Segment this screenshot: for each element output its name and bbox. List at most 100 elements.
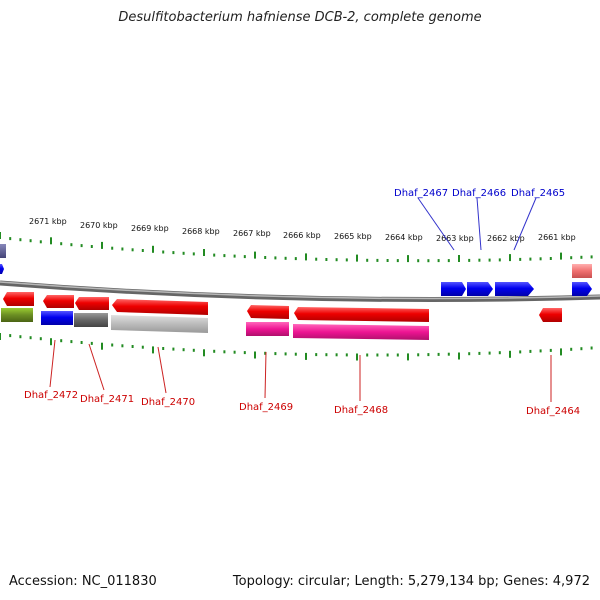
outer-tick xyxy=(447,259,450,263)
inner-tick xyxy=(243,351,246,355)
inner-tick xyxy=(9,334,12,338)
inner-tick xyxy=(80,341,83,344)
leader-dhaf-2466 xyxy=(476,197,482,251)
inner-tick xyxy=(274,352,277,356)
kbp-label-2663: 2663 kbp xyxy=(436,234,474,243)
feature-dhaf-2471[interactable] xyxy=(74,313,108,327)
outer-tick xyxy=(315,257,318,261)
feature-dhaf-2472[interactable] xyxy=(41,311,73,325)
reverse-strand-genes xyxy=(1,292,562,340)
inner-tick xyxy=(39,337,42,341)
accession-text: Accession: NC_011830 xyxy=(9,574,157,589)
leader-dhaf-2472 xyxy=(49,339,56,388)
outer-tick xyxy=(50,237,52,245)
gene-dhaf-2467[interactable] xyxy=(441,282,466,296)
outer-tick xyxy=(284,256,287,260)
top-gene-labels: Dhaf_2467 Dhaf_2466 Dhaf_2465 xyxy=(394,188,565,199)
gene-edge-left-slate[interactable] xyxy=(0,244,6,258)
gene-label-dhaf-2464[interactable]: Dhaf_2464 xyxy=(526,406,580,417)
gene-label-dhaf-2468[interactable]: Dhaf_2468 xyxy=(334,405,388,416)
outer-tick xyxy=(254,251,256,259)
inner-tick xyxy=(396,353,399,357)
gene-dhaf-2473[interactable] xyxy=(3,292,34,306)
gene-label-dhaf-2467[interactable]: Dhaf_2467 xyxy=(394,188,448,199)
inner-tick xyxy=(90,341,93,345)
outer-tick xyxy=(121,247,124,251)
inner-tick xyxy=(519,350,522,354)
gene-label-dhaf-2466[interactable]: Dhaf_2466 xyxy=(452,188,506,199)
inner-tick xyxy=(315,353,318,357)
gene-dhaf-2470-cds[interactable] xyxy=(112,299,208,315)
inner-tick xyxy=(325,353,328,357)
leader-dhaf-2470 xyxy=(157,346,167,394)
kbp-scale-labels: 2671 kbp 2670 kbp 2669 kbp 2668 kbp 2667… xyxy=(29,217,576,243)
outer-tick xyxy=(437,259,440,263)
outer-tick xyxy=(539,257,542,261)
outer-tick xyxy=(407,255,409,263)
outer-tick xyxy=(233,254,236,258)
feature-dhaf-2469[interactable] xyxy=(246,322,289,336)
gene-dhaf-2469-cds[interactable] xyxy=(247,305,289,319)
inner-tick xyxy=(305,352,307,360)
outer-scale-track: 2671 kbp 2670 kbp 2669 kbp 2668 kbp 2667… xyxy=(0,217,593,263)
outer-tick xyxy=(294,257,297,261)
inner-tick xyxy=(172,347,175,351)
outer-tick xyxy=(39,240,42,244)
gene-label-dhaf-2471[interactable]: Dhaf_2471 xyxy=(80,394,134,405)
inner-tick xyxy=(478,351,481,355)
outer-tick xyxy=(131,248,134,252)
inner-tick xyxy=(254,351,256,359)
inner-tick xyxy=(294,352,297,356)
feature-dhaf-2468[interactable] xyxy=(293,324,429,340)
inner-tick xyxy=(213,349,216,353)
kbp-label-2665: 2665 kbp xyxy=(334,232,372,241)
gene-forward-edge-left[interactable] xyxy=(0,264,4,274)
outer-tick xyxy=(111,246,114,250)
feature-olive-left[interactable] xyxy=(1,308,33,322)
map-title: Desulfitobacterium hafniense DCB-2, comp… xyxy=(118,10,482,25)
gene-label-dhaf-2465[interactable]: Dhaf_2465 xyxy=(511,188,565,199)
gene-light-red-right[interactable] xyxy=(572,264,592,278)
outer-tick xyxy=(580,255,583,259)
inner-tick xyxy=(233,350,236,354)
gene-dhaf-2465[interactable] xyxy=(495,282,534,296)
outer-tick xyxy=(80,244,83,248)
outer-tick xyxy=(223,254,226,258)
inner-tick xyxy=(141,345,144,349)
leader-dhaf-2467 xyxy=(417,197,455,251)
gene-dhaf-2464-cds[interactable] xyxy=(539,308,562,322)
inner-tick xyxy=(549,348,552,352)
outer-tick xyxy=(417,259,420,263)
leader-dhaf-2471 xyxy=(88,343,105,391)
inner-tick xyxy=(539,349,542,353)
outer-tick xyxy=(264,256,267,259)
feature-dhaf-2470[interactable] xyxy=(111,315,208,333)
outer-tick xyxy=(488,258,491,262)
inner-tick xyxy=(529,349,532,353)
outer-tick xyxy=(141,249,144,252)
inner-tick xyxy=(498,351,501,355)
outer-tick xyxy=(560,252,562,260)
outer-tick xyxy=(366,258,369,262)
gene-dhaf-2471-cds[interactable] xyxy=(75,297,109,310)
outer-tick xyxy=(9,237,12,241)
inner-tick xyxy=(223,350,226,354)
gene-dhaf-2468-cds[interactable] xyxy=(294,307,429,322)
outer-tick xyxy=(162,250,165,254)
gene-dhaf-2466[interactable] xyxy=(467,282,493,296)
gene-label-dhaf-2469[interactable]: Dhaf_2469 xyxy=(239,402,293,413)
outer-tick xyxy=(305,253,307,261)
gene-label-dhaf-2470[interactable]: Dhaf_2470 xyxy=(141,397,195,408)
kbp-label-2664: 2664 kbp xyxy=(385,233,423,242)
inner-tick xyxy=(335,353,338,357)
inner-tick xyxy=(560,348,562,356)
inner-tick xyxy=(417,353,420,357)
gene-dhaf-2472-cds[interactable] xyxy=(43,295,74,308)
gene-forward-edge-right[interactable] xyxy=(572,282,592,296)
inner-tick xyxy=(366,353,369,357)
kbp-label-2670: 2670 kbp xyxy=(80,221,118,230)
gene-label-dhaf-2472[interactable]: Dhaf_2472 xyxy=(24,390,78,401)
inner-tick xyxy=(488,351,491,355)
outer-tick xyxy=(325,258,328,261)
